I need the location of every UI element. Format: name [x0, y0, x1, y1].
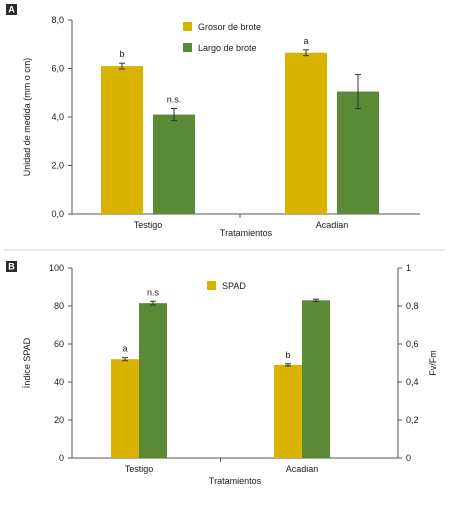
- y-axis-title: Índice SPAD: [22, 337, 32, 388]
- x-tick-label: Testigo: [125, 464, 154, 474]
- significance-label: b: [285, 350, 290, 360]
- y-tick-label: 40: [54, 377, 64, 387]
- panel-tag-box: [6, 261, 17, 272]
- y2-tick-label: 0,2: [406, 415, 419, 425]
- y2-tick-label: 0,8: [406, 301, 419, 311]
- y-tick-label: 0: [59, 453, 64, 463]
- panel-b: B 0 20 40 60 80 100 0 0,2 0,4 0,6 0,8 1 Testigo Acadia…: [6, 261, 438, 486]
- legend-swatch: [207, 281, 216, 290]
- panel-a: A 0,0 2,0 4,0 6,0 8,0 Testigo Acadian Tratamient…: [6, 4, 420, 238]
- panel-tag-box: [6, 4, 17, 15]
- x-axis-title: Tratamientos: [220, 228, 273, 238]
- x-tick-label: Testigo: [134, 220, 163, 230]
- bar: [337, 91, 379, 214]
- x-tick-label: Acadian: [286, 464, 319, 474]
- y-tick-label: 2,0: [51, 161, 64, 171]
- panel-tag-label: A: [8, 5, 15, 15]
- y2-axis-title: Fv/Fm: [428, 350, 438, 376]
- significance-label: n.s: [147, 287, 160, 297]
- y-tick-label: 6,0: [51, 64, 64, 74]
- y-tick-label: 100: [49, 263, 64, 273]
- y-tick-label: 0,0: [51, 209, 64, 219]
- bar: [153, 114, 195, 214]
- panel-tag: A: [6, 4, 17, 15]
- significance-label: a: [303, 36, 308, 46]
- legend-label: Largo de brote: [198, 43, 257, 53]
- significance-label: n.s.: [167, 95, 182, 105]
- significance-label: a: [122, 344, 127, 354]
- y-tick-label: 60: [54, 339, 64, 349]
- bar: [111, 359, 139, 458]
- y-tick-label: 8,0: [51, 15, 64, 25]
- y2-tick-label: 0: [406, 453, 411, 463]
- bar: [274, 364, 302, 458]
- bar: [302, 300, 330, 458]
- x-tick-label: Acadian: [316, 220, 349, 230]
- bar: [139, 303, 167, 458]
- panel-tag: B: [6, 261, 17, 272]
- legend-swatch: [183, 43, 192, 52]
- y2-tick-label: 1: [406, 263, 411, 273]
- y-axis-title: Unidad de medida (mm o cm): [22, 58, 32, 177]
- bar: [285, 52, 327, 214]
- panel-tag-label: B: [8, 262, 15, 272]
- y-tick-label: 4,0: [51, 112, 64, 122]
- x-axis-title: Tratamientos: [209, 476, 262, 486]
- bar: [101, 66, 143, 214]
- significance-label: b: [119, 49, 124, 59]
- y-tick-label: 20: [54, 415, 64, 425]
- y-tick-label: 80: [54, 301, 64, 311]
- y2-tick-label: 0,4: [406, 377, 419, 387]
- y2-tick-label: 0,6: [406, 339, 419, 349]
- legend-label: Grosor de brote: [198, 22, 261, 32]
- legend-swatch: [183, 22, 192, 31]
- legend-label: SPAD: [222, 281, 246, 291]
